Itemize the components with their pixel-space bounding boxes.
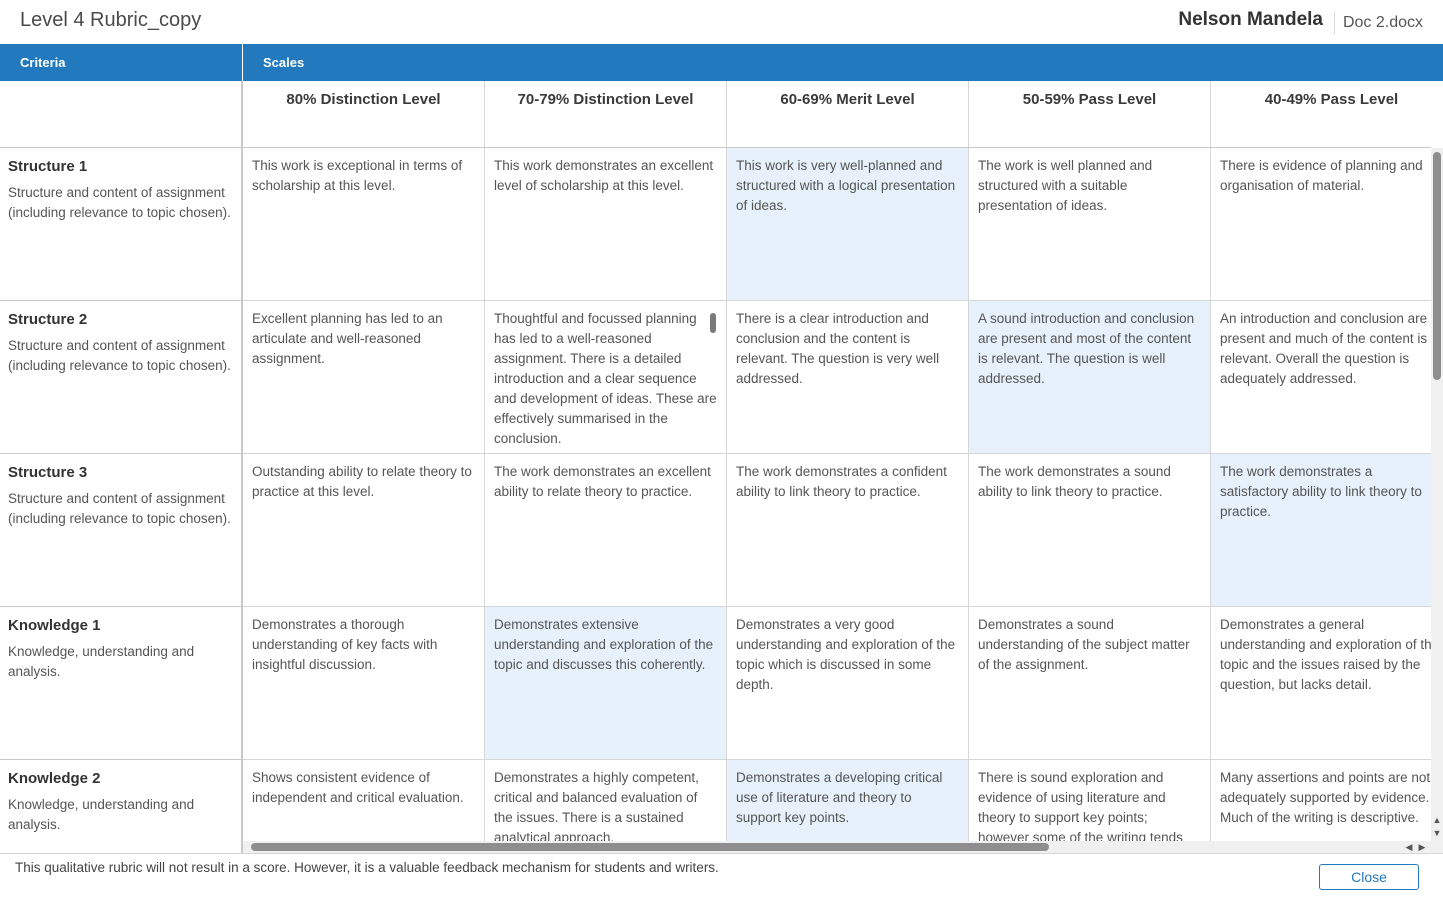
rubric-cell[interactable]: The work demonstrates a confident abilit… bbox=[727, 454, 969, 606]
scroll-down-icon[interactable]: ▼ bbox=[1432, 828, 1442, 838]
criteria-header-spacer bbox=[0, 81, 241, 148]
rubric-cell[interactable]: There is sound exploration and evidence … bbox=[969, 760, 1211, 841]
rubric-cell-text: Demonstrates extensive understanding and… bbox=[494, 617, 714, 672]
rubric-cell-text: There is a clear introduction and conclu… bbox=[736, 311, 940, 386]
rubric-cell-text: This work demonstrates an excellent leve… bbox=[494, 158, 714, 193]
rubric-row: Demonstrates a thorough understanding of… bbox=[243, 607, 1431, 760]
rubric-cell-text: There is sound exploration and evidence … bbox=[978, 770, 1183, 841]
rubric-title: Level 4 Rubric_copy bbox=[20, 9, 202, 31]
rubric-cell-text: A sound introduction and conclusion are … bbox=[978, 311, 1195, 386]
rubric-cell-text: Demonstrates a general understanding and… bbox=[1220, 617, 1431, 692]
rubric-cell[interactable]: Demonstrates a very good understanding a… bbox=[727, 607, 969, 759]
criteria-column: Structure 1 Structure and content of assi… bbox=[0, 81, 243, 853]
scroll-up-icon[interactable]: ▲ bbox=[1432, 815, 1442, 825]
criterion-description: Knowledge, understanding and analysis. bbox=[8, 797, 195, 832]
top-bar: Level 4 Rubric_copy Nelson Mandela Doc 2… bbox=[0, 0, 1443, 44]
criterion-name: Knowledge 1 bbox=[8, 617, 101, 634]
criterion-description: Structure and content of assignment (inc… bbox=[8, 338, 231, 373]
rubric-cell[interactable]: There is a clear introduction and conclu… bbox=[727, 301, 969, 453]
rubric-cell-selected[interactable]: Demonstrates a developing critical use o… bbox=[727, 760, 969, 841]
criterion-row: Knowledge 2 Knowledge, understanding and … bbox=[0, 760, 241, 853]
rubric-cell[interactable]: Excellent planning has led to an articul… bbox=[243, 301, 485, 453]
cell-scroll-thumb[interactable] bbox=[710, 313, 716, 333]
scales-column-header: Scales bbox=[243, 44, 1443, 81]
rubric-cell-text: The work demonstrates an excellent abili… bbox=[494, 464, 711, 499]
rubric-cell[interactable]: Demonstrates a highly competent, critica… bbox=[485, 760, 727, 841]
rubric-cell[interactable]: Demonstrates a general understanding and… bbox=[1211, 607, 1431, 759]
rubric-cell[interactable]: Many assertions and points are not adequ… bbox=[1211, 760, 1431, 841]
criterion-name: Structure 1 bbox=[8, 158, 88, 175]
criterion-row: Knowledge 1 Knowledge, understanding and … bbox=[0, 607, 241, 760]
rubric-cell-text: The work is well planned and structured … bbox=[978, 158, 1153, 213]
rubric-cell[interactable]: This work demonstrates an excellent leve… bbox=[485, 148, 727, 300]
rubric-cell[interactable]: Demonstrates a sound understanding of th… bbox=[969, 607, 1211, 759]
criterion-row: Structure 2 Structure and content of assi… bbox=[0, 301, 241, 454]
criterion-name: Structure 3 bbox=[8, 464, 88, 481]
rubric-cell-text: Outstanding ability to relate theory to … bbox=[252, 464, 472, 499]
rubric-cell[interactable]: The work demonstrates a sound ability to… bbox=[969, 454, 1211, 606]
rubric-row: Outstanding ability to relate theory to … bbox=[243, 454, 1431, 607]
rubric-cell[interactable]: Shows consistent evidence of independent… bbox=[243, 760, 485, 841]
rubric-cell[interactable]: The work is well planned and structured … bbox=[969, 148, 1211, 300]
scale-header: 50-59% Pass Level bbox=[969, 81, 1211, 147]
header-divider bbox=[1334, 12, 1335, 34]
rubric-cell-selected[interactable]: A sound introduction and conclusion are … bbox=[969, 301, 1211, 453]
rubric-cell[interactable]: Outstanding ability to relate theory to … bbox=[243, 454, 485, 606]
document-name: Doc 2.docx bbox=[1342, 14, 1423, 31]
rubric-cell-selected[interactable]: This work is very well-planned and struc… bbox=[727, 148, 969, 300]
rubric-cell-text: Thoughtful and focussed planning has led… bbox=[494, 311, 717, 446]
rubric-cell-text: Demonstrates a developing critical use o… bbox=[736, 770, 943, 825]
scale-headers: 80% Distinction Level 70-79% Distinction … bbox=[243, 81, 1431, 148]
rubric-cell-text: Excellent planning has led to an articul… bbox=[252, 311, 443, 366]
scale-header: 70-79% Distinction Level bbox=[485, 81, 727, 147]
rubric-cell-text: Shows consistent evidence of independent… bbox=[252, 770, 464, 805]
rubric-cell[interactable]: An introduction and conclusion are prese… bbox=[1211, 301, 1431, 453]
rubric-cell-text: Demonstrates a thorough understanding of… bbox=[252, 617, 438, 672]
rubric-note: This qualitative rubric will not result … bbox=[15, 860, 719, 875]
criterion-description: Knowledge, understanding and analysis. bbox=[8, 644, 195, 679]
rubric-cell-text: There is evidence of planning and organi… bbox=[1220, 158, 1423, 193]
vertical-scrollbar[interactable] bbox=[1431, 148, 1443, 841]
horizontal-scroll-thumb[interactable] bbox=[251, 843, 1049, 851]
rubric-row: Excellent planning has led to an articul… bbox=[243, 301, 1431, 454]
close-button[interactable]: Close bbox=[1319, 864, 1419, 890]
rubric-cell[interactable]: Thoughtful and focussed planning has led… bbox=[485, 301, 727, 453]
footer: This qualitative rubric will not result … bbox=[0, 853, 1443, 898]
rubric-cell-text: The work demonstrates a sound ability to… bbox=[978, 464, 1171, 499]
scale-header: 40-49% Pass Level bbox=[1211, 81, 1431, 147]
rubric-cell[interactable]: Demonstrates a thorough understanding of… bbox=[243, 607, 485, 759]
rubric-cell-text: Demonstrates a highly competent, critica… bbox=[494, 770, 699, 841]
rubric-cell-text: Demonstrates a very good understanding a… bbox=[736, 617, 956, 692]
rubric-cell-text: An introduction and conclusion are prese… bbox=[1220, 311, 1428, 386]
rubric-rows: This work is exceptional in terms of sch… bbox=[243, 148, 1431, 841]
scroll-left-icon[interactable]: ◀ bbox=[1405, 842, 1413, 852]
rubric-cell-text: This work is very well-planned and struc… bbox=[736, 158, 956, 213]
rubric-cell-selected[interactable]: Demonstrates extensive understanding and… bbox=[485, 607, 727, 759]
rubric-cell[interactable]: This work is exceptional in terms of sch… bbox=[243, 148, 485, 300]
rubric-row: Shows consistent evidence of independent… bbox=[243, 760, 1431, 841]
criterion-row: Structure 1 Structure and content of assi… bbox=[0, 148, 241, 301]
criterion-name: Structure 2 bbox=[8, 311, 88, 328]
vertical-scroll-thumb[interactable] bbox=[1433, 152, 1441, 380]
rubric-cell-text: The work demonstrates a confident abilit… bbox=[736, 464, 947, 499]
scale-header: 80% Distinction Level bbox=[243, 81, 485, 147]
rubric-cell-text: This work is exceptional in terms of sch… bbox=[252, 158, 463, 193]
rubric-row: This work is exceptional in terms of sch… bbox=[243, 148, 1431, 301]
criterion-row: Structure 3 Structure and content of assi… bbox=[0, 454, 241, 607]
student-name: Nelson Mandela bbox=[1178, 9, 1323, 30]
rubric-cell-text: Demonstrates a sound understanding of th… bbox=[978, 617, 1190, 672]
rubric-cell[interactable]: The work demonstrates an excellent abili… bbox=[485, 454, 727, 606]
rubric-cell-text: Many assertions and points are not adequ… bbox=[1220, 770, 1431, 825]
rubric-cell-selected[interactable]: The work demonstrates a satisfactory abi… bbox=[1211, 454, 1431, 606]
rubric-cell-text: The work demonstrates a satisfactory abi… bbox=[1220, 464, 1422, 519]
rubric-grid[interactable]: 80% Distinction Level 70-79% Distinction … bbox=[243, 81, 1431, 841]
criteria-column-header: Criteria bbox=[0, 44, 242, 81]
scroll-right-icon[interactable]: ▶ bbox=[1418, 842, 1426, 852]
scale-header: 60-69% Merit Level bbox=[727, 81, 969, 147]
criterion-description: Structure and content of assignment (inc… bbox=[8, 185, 231, 220]
rubric-cell[interactable]: There is evidence of planning and organi… bbox=[1211, 148, 1431, 300]
criterion-name: Knowledge 2 bbox=[8, 770, 101, 787]
criterion-description: Structure and content of assignment (inc… bbox=[8, 491, 231, 526]
horizontal-scrollbar[interactable] bbox=[243, 841, 1443, 853]
